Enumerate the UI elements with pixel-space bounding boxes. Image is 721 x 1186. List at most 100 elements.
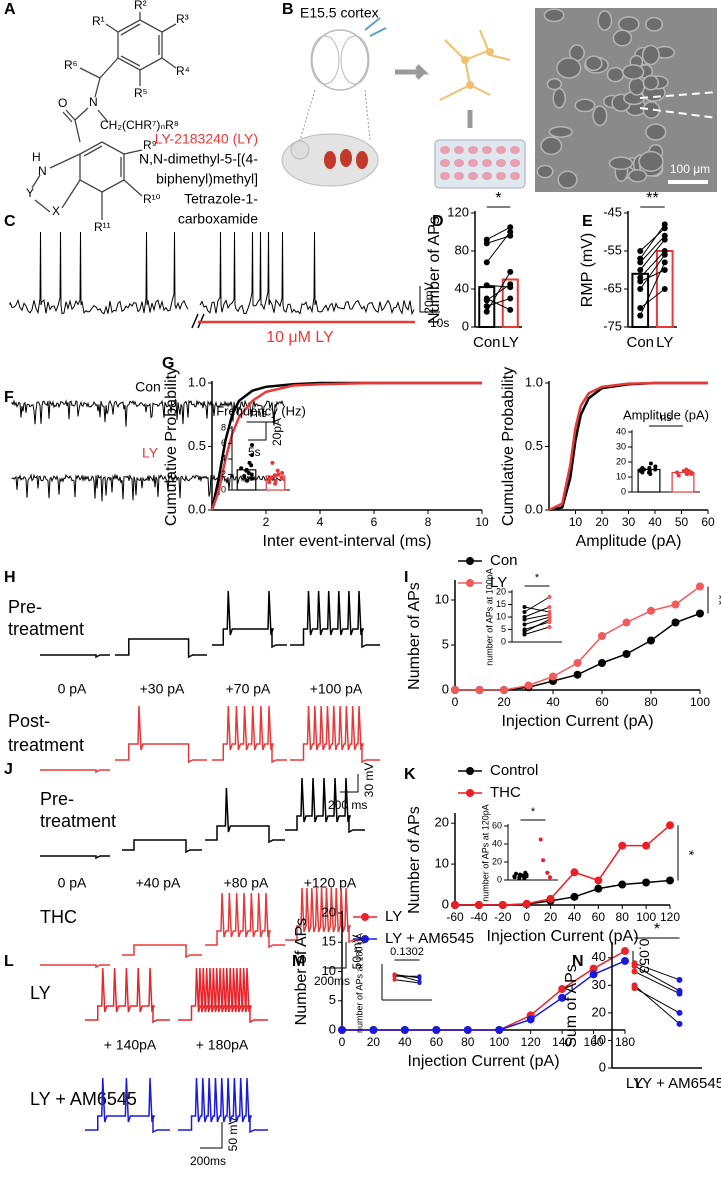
point: [522, 876, 527, 881]
marker: [618, 841, 627, 850]
cell: [642, 74, 660, 91]
point: [676, 1020, 683, 1027]
cell: [557, 170, 578, 189]
treatment-label: 10 μM LY: [266, 329, 334, 346]
x-tick-label: 60: [592, 910, 606, 924]
point: [661, 267, 668, 273]
y-tick-label: 0: [442, 896, 449, 911]
point: [239, 466, 244, 471]
cell: [608, 156, 634, 171]
point: [275, 468, 280, 473]
x-tick-label: 8: [425, 515, 432, 529]
y-tick-label: 0.5: [525, 438, 543, 453]
annotation: ns: [255, 408, 267, 420]
y-tick-label: 80: [455, 242, 469, 257]
scale-label: 200ms: [190, 1154, 226, 1168]
trace-label: treatment: [40, 811, 116, 831]
marker: [696, 582, 704, 591]
x-tick-label: 100: [690, 695, 710, 709]
trace-label: Post-: [8, 711, 50, 731]
well: [468, 172, 478, 180]
cell: [612, 29, 633, 47]
point: [522, 632, 527, 637]
trace: [85, 1077, 170, 1134]
structure-labels: R¹ R² R³ R⁴ R⁵ R⁶ R⁹ R¹⁰ R¹¹ CH₂(CHR⁷)ₙR…: [26, 0, 190, 234]
point: [417, 979, 422, 984]
x-tick-label: -20: [494, 910, 512, 924]
point: [637, 305, 644, 311]
marker: [589, 970, 598, 979]
cell: [536, 164, 554, 179]
trace-panel: Pre- treatment Post- treatment 0 pA +30 …: [8, 597, 376, 812]
x-tick-label: 0: [339, 1035, 346, 1049]
legend-marker: [361, 935, 369, 943]
well: [440, 146, 450, 154]
y-tick-label: 2: [221, 469, 226, 479]
line: [548, 381, 708, 512]
marker: [432, 1026, 441, 1034]
y-tick-label: 40: [592, 949, 606, 964]
point: [483, 308, 490, 315]
panel-label: I: [404, 569, 408, 586]
point: [273, 481, 278, 486]
trace-label: Pre-: [8, 597, 42, 617]
x-tick-label: 40: [546, 695, 560, 709]
line: [210, 381, 482, 511]
y-axis-label: number of APs at 180 pA: [354, 933, 364, 1033]
substituent: R⁴: [176, 64, 190, 78]
point: [653, 467, 658, 472]
pair-line: [634, 971, 680, 995]
point: [545, 870, 550, 875]
point: [547, 605, 552, 609]
trace: [115, 638, 207, 659]
pair-line: [486, 226, 511, 241]
well: [440, 172, 450, 180]
y-axis-label: Number of APs: [293, 918, 310, 1026]
trace-panel: 10 μM LY 20mV 10s: [9, 231, 449, 346]
x-tick-label: 10: [475, 515, 489, 529]
panel-label: B: [282, 1, 294, 18]
marker: [573, 659, 582, 667]
x-axis-label: Injection Current (pA): [501, 713, 653, 730]
point: [547, 595, 552, 599]
pair-line: [639, 227, 666, 252]
cell: [543, 8, 565, 23]
point: [686, 469, 691, 473]
y-tick-label: 30: [592, 977, 606, 992]
x-tick-label: 2: [263, 515, 270, 529]
point: [250, 443, 255, 448]
annotation: *: [654, 921, 660, 938]
line: [342, 960, 626, 1031]
marker: [622, 650, 631, 658]
inset-title: Amplitude (pA): [623, 407, 709, 422]
well: [454, 146, 464, 154]
x-tick-label: 0: [452, 695, 459, 709]
x-tick-label: 180: [615, 1035, 635, 1049]
point: [250, 476, 255, 481]
x-tick-label: 80: [644, 695, 658, 709]
x-tick-label: -60: [446, 910, 464, 924]
step-label: + 180pA: [196, 1037, 249, 1053]
y-tick-label: 60: [492, 820, 502, 830]
y-axis-label: number of APs at 100pA: [484, 568, 494, 666]
marker: [546, 894, 555, 903]
point: [483, 259, 490, 266]
y-tick-label: 20: [322, 904, 336, 919]
y-tick-label: 1.0: [188, 374, 206, 389]
y-tick-label: 0: [221, 484, 226, 494]
x-tick-label: 80: [616, 910, 630, 924]
compound-name: N,N-dimethyl-5-[(4-: [139, 151, 258, 167]
pair-line: [639, 235, 666, 263]
panel-label: M: [292, 953, 305, 970]
x-tick-label: 100: [636, 910, 656, 924]
substituent: R⁹: [143, 138, 157, 152]
y-tick-label: -45: [603, 204, 622, 219]
x-tick-label: 60: [701, 515, 715, 529]
y-tick-label: 5: [442, 636, 449, 651]
cell: [638, 150, 664, 172]
point: [273, 478, 278, 483]
substituent: R¹⁰: [143, 192, 161, 206]
pair-line: [639, 239, 666, 271]
pair-line: [634, 984, 680, 1025]
cell: [552, 87, 566, 109]
